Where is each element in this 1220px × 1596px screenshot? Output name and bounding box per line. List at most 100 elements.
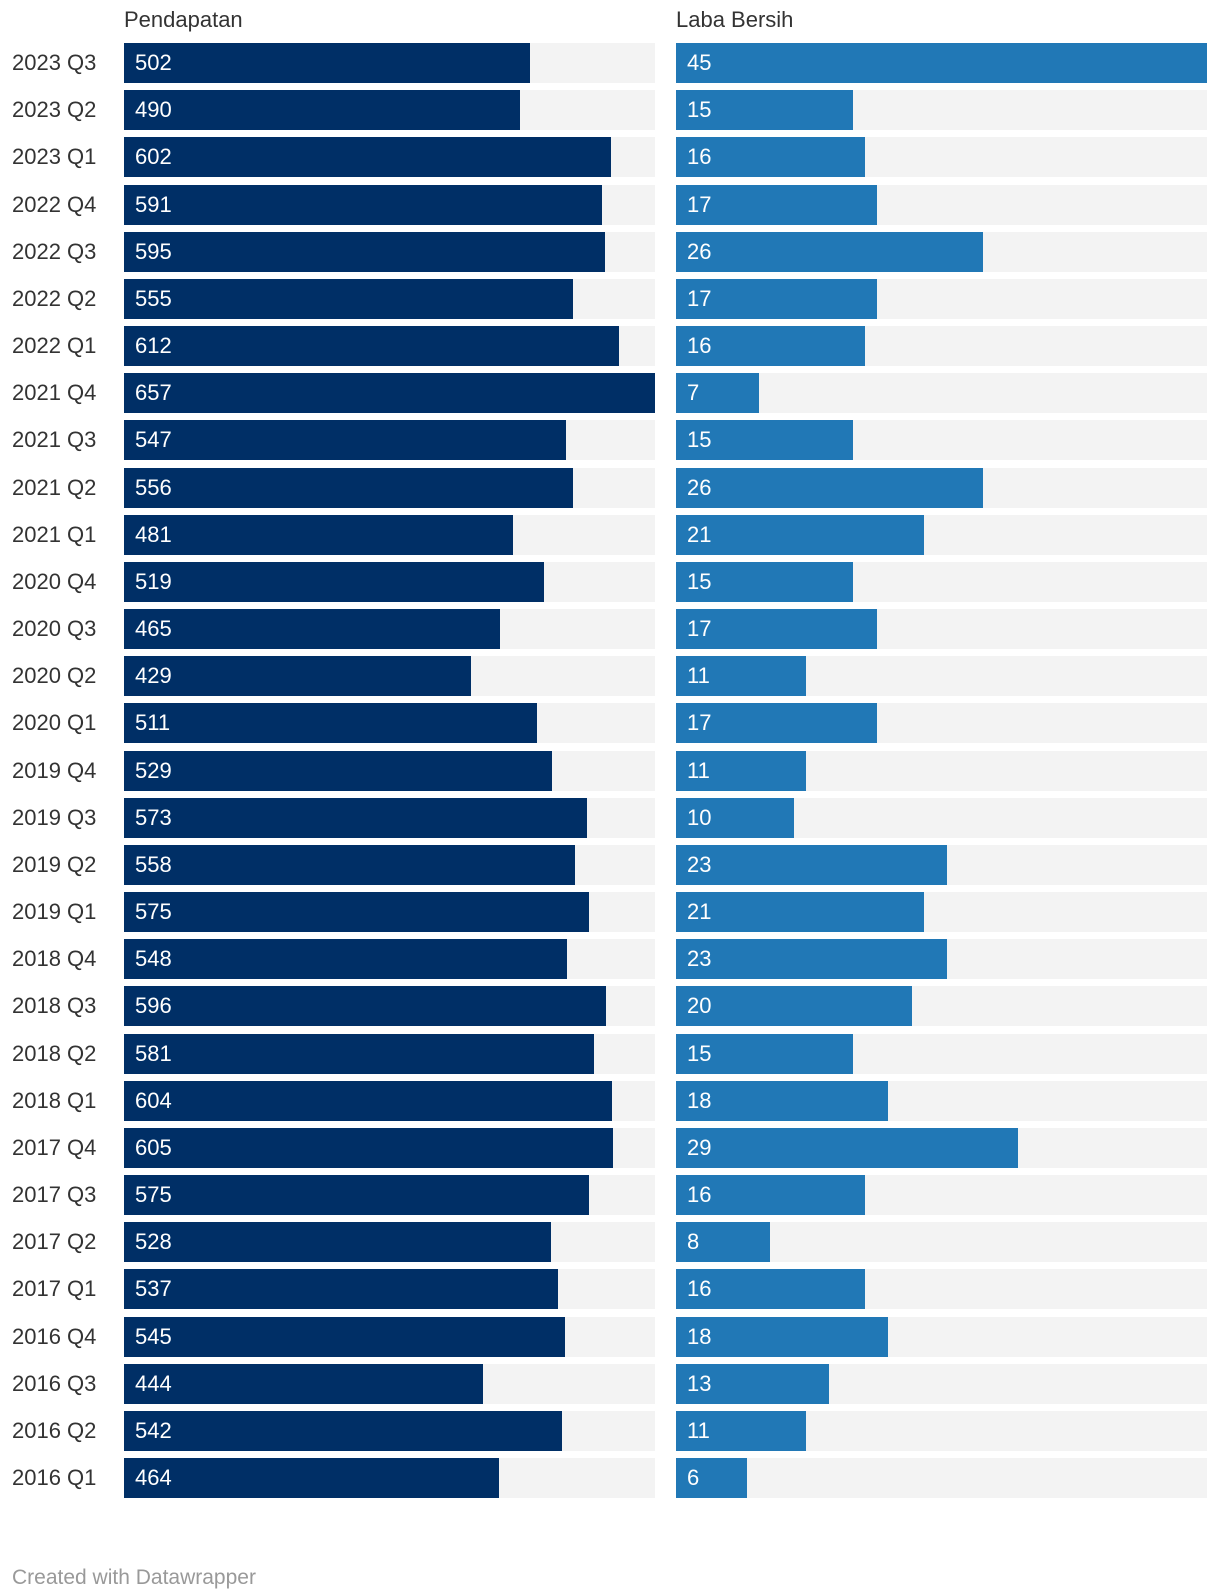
chart-row: 2016 Q1 464 6 xyxy=(0,1458,1220,1499)
chart-row: 2022 Q2 555 17 xyxy=(0,278,1220,319)
revenue-bar-track: 575 xyxy=(124,892,655,933)
net-profit-bar[interactable]: 15 xyxy=(676,1033,853,1074)
revenue-bar[interactable]: 573 xyxy=(124,797,588,838)
revenue-bar[interactable]: 591 xyxy=(124,184,602,225)
category-label: 2022 Q2 xyxy=(12,285,97,311)
revenue-bar-track: 481 xyxy=(124,514,655,555)
revenue-bar[interactable]: 602 xyxy=(124,137,611,178)
revenue-value-label: 595 xyxy=(135,238,172,264)
net-profit-bar[interactable]: 21 xyxy=(676,892,924,933)
chart-row: 2016 Q4 545 18 xyxy=(0,1316,1220,1357)
revenue-bar[interactable]: 605 xyxy=(124,1127,613,1168)
net-profit-bar-track: 17 xyxy=(676,278,1207,319)
revenue-value-label: 545 xyxy=(135,1323,172,1349)
revenue-bar[interactable]: 555 xyxy=(124,278,573,319)
revenue-bar-track: 612 xyxy=(124,326,655,366)
net-profit-value-label: 10 xyxy=(687,804,712,830)
revenue-bar[interactable]: 429 xyxy=(124,656,471,697)
net-profit-bar[interactable]: 17 xyxy=(676,609,877,649)
net-profit-bar[interactable]: 16 xyxy=(676,1269,865,1310)
net-profit-bar[interactable]: 7 xyxy=(676,373,759,414)
revenue-bar[interactable]: 464 xyxy=(124,1458,499,1499)
net-profit-value-label: 11 xyxy=(687,1417,710,1443)
revenue-bar[interactable]: 537 xyxy=(124,1269,558,1310)
net-profit-bar[interactable]: 15 xyxy=(676,420,853,461)
revenue-bar-track: 465 xyxy=(124,609,655,649)
revenue-value-label: 604 xyxy=(135,1087,172,1113)
revenue-bar[interactable]: 481 xyxy=(124,514,513,555)
revenue-bar[interactable]: 511 xyxy=(124,703,537,744)
net-profit-bar[interactable]: 18 xyxy=(676,1080,889,1121)
net-profit-bar-track: 13 xyxy=(676,1363,1207,1404)
revenue-bar[interactable]: 528 xyxy=(124,1222,551,1263)
revenue-value-label: 542 xyxy=(135,1417,172,1443)
chart-row: 2022 Q4 591 17 xyxy=(0,184,1220,225)
net-profit-bar[interactable]: 8 xyxy=(676,1222,771,1263)
category-label: 2017 Q1 xyxy=(12,1276,97,1302)
net-profit-bar[interactable]: 10 xyxy=(676,797,794,838)
category-label: 2023 Q1 xyxy=(12,144,97,170)
revenue-bar[interactable]: 542 xyxy=(124,1410,563,1451)
revenue-value-label: 596 xyxy=(135,993,172,1019)
revenue-bar-track: 591 xyxy=(124,184,655,225)
revenue-bar-track: 548 xyxy=(124,939,655,980)
net-profit-bar[interactable]: 26 xyxy=(676,231,983,272)
net-profit-value-label: 26 xyxy=(687,238,712,264)
net-profit-bar[interactable]: 17 xyxy=(676,184,877,225)
revenue-bar[interactable]: 502 xyxy=(124,43,530,83)
revenue-bar[interactable]: 465 xyxy=(124,609,500,649)
net-profit-bar[interactable]: 15 xyxy=(676,561,853,602)
revenue-bar[interactable]: 444 xyxy=(124,1363,483,1404)
net-profit-bar[interactable]: 16 xyxy=(676,1175,865,1216)
revenue-bar[interactable]: 612 xyxy=(124,326,619,366)
net-profit-bar[interactable]: 23 xyxy=(676,844,948,885)
revenue-bar[interactable]: 575 xyxy=(124,892,589,933)
revenue-bar-track: 556 xyxy=(124,467,655,508)
revenue-bar[interactable]: 547 xyxy=(124,420,567,461)
chart-row: 2016 Q2 542 11 xyxy=(0,1410,1220,1451)
net-profit-bar[interactable]: 45 xyxy=(676,43,1207,83)
revenue-bar[interactable]: 581 xyxy=(124,1033,594,1074)
net-profit-bar-track: 17 xyxy=(676,609,1207,649)
net-profit-column-header: Laba Bersih xyxy=(676,7,794,32)
net-profit-bar-track: 21 xyxy=(676,892,1207,933)
category-label: 2018 Q2 xyxy=(12,1040,97,1066)
net-profit-bar[interactable]: 13 xyxy=(676,1363,830,1404)
net-profit-bar[interactable]: 18 xyxy=(676,1316,889,1357)
revenue-value-label: 548 xyxy=(135,946,172,972)
net-profit-bar[interactable]: 11 xyxy=(676,750,806,791)
category-label: 2016 Q3 xyxy=(12,1370,97,1396)
net-profit-bar[interactable]: 15 xyxy=(676,90,853,131)
revenue-bar[interactable]: 548 xyxy=(124,939,567,980)
net-profit-bar-track: 10 xyxy=(676,797,1207,838)
net-profit-bar[interactable]: 20 xyxy=(676,986,912,1027)
net-profit-bar[interactable]: 26 xyxy=(676,467,983,508)
category-label: 2021 Q1 xyxy=(12,521,97,547)
net-profit-bar[interactable]: 11 xyxy=(676,656,806,697)
net-profit-bar[interactable]: 11 xyxy=(676,1410,806,1451)
category-label: 2018 Q4 xyxy=(12,946,97,972)
revenue-bar[interactable]: 558 xyxy=(124,844,575,885)
revenue-bar[interactable]: 657 xyxy=(124,373,655,414)
revenue-bar[interactable]: 575 xyxy=(124,1175,589,1216)
net-profit-bar[interactable]: 17 xyxy=(676,703,877,744)
net-profit-bar[interactable]: 17 xyxy=(676,278,877,319)
credit-footer[interactable]: Created with Datawrapper xyxy=(12,1566,256,1589)
revenue-bar[interactable]: 545 xyxy=(124,1316,565,1357)
net-profit-bar[interactable]: 6 xyxy=(676,1458,747,1499)
chart-row: 2018 Q4 548 23 xyxy=(0,939,1220,980)
revenue-bar[interactable]: 595 xyxy=(124,231,605,272)
net-profit-bar[interactable]: 21 xyxy=(676,514,924,555)
net-profit-bar[interactable]: 23 xyxy=(676,939,948,980)
revenue-bar[interactable]: 529 xyxy=(124,750,552,791)
net-profit-bar[interactable]: 29 xyxy=(676,1127,1019,1168)
net-profit-bar[interactable]: 16 xyxy=(676,137,865,178)
category-label: 2020 Q2 xyxy=(12,663,97,689)
revenue-bar[interactable]: 596 xyxy=(124,986,606,1027)
revenue-bar[interactable]: 556 xyxy=(124,467,574,508)
revenue-bar[interactable]: 519 xyxy=(124,561,544,602)
revenue-bar[interactable]: 604 xyxy=(124,1080,613,1121)
revenue-bar[interactable]: 490 xyxy=(124,90,520,131)
net-profit-bar[interactable]: 16 xyxy=(676,326,865,366)
revenue-value-label: 464 xyxy=(135,1465,172,1491)
